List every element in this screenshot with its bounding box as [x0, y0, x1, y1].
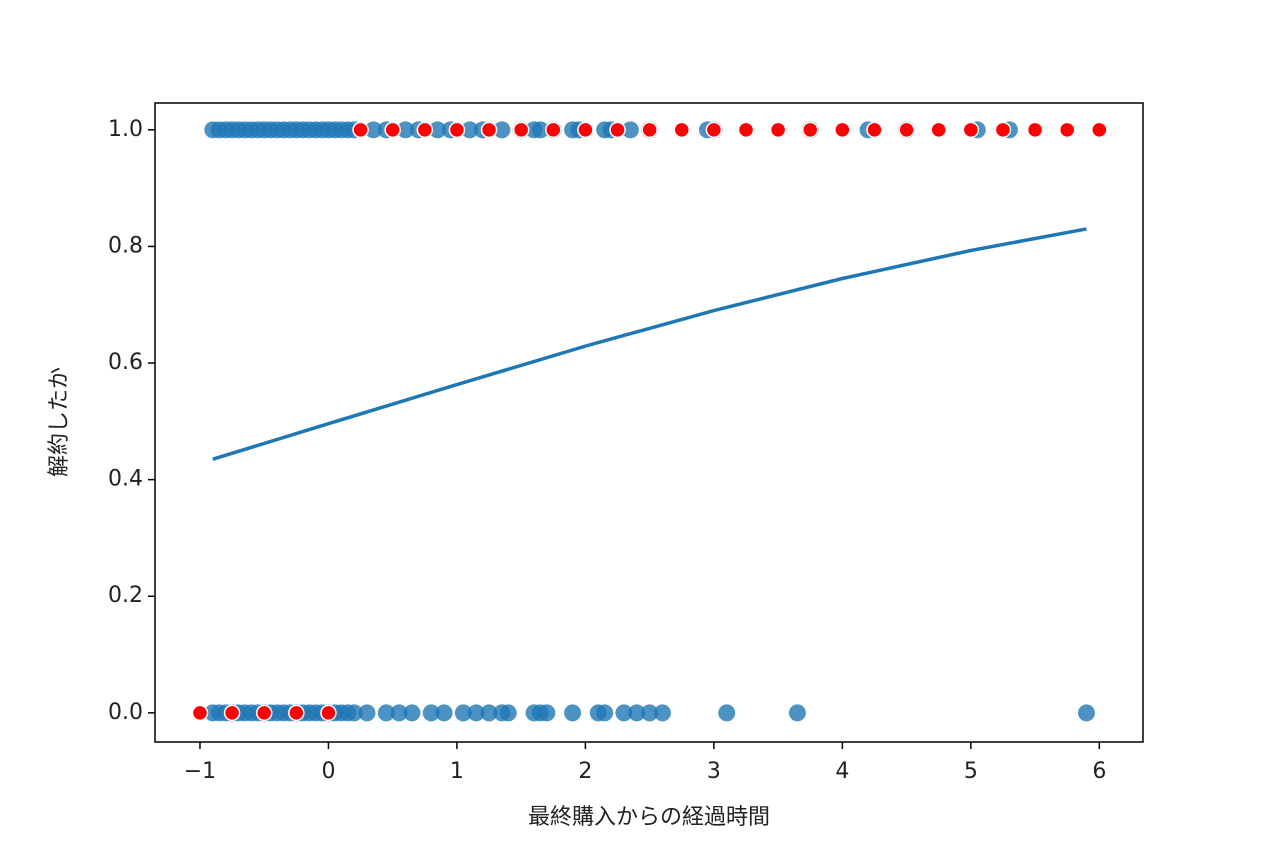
point	[384, 121, 401, 139]
point	[788, 704, 806, 722]
y-tick-label: 0.0	[108, 700, 143, 725]
point	[255, 704, 273, 722]
point	[1077, 704, 1095, 722]
x-tick-label: 0	[321, 759, 335, 784]
point	[345, 704, 363, 722]
point	[493, 121, 511, 139]
point	[390, 704, 408, 722]
point	[435, 704, 453, 722]
point	[673, 121, 691, 139]
point	[448, 121, 466, 139]
point	[801, 121, 819, 139]
x-tick-label: 2	[578, 759, 592, 784]
point	[364, 121, 382, 139]
point	[422, 704, 440, 722]
point	[377, 704, 395, 722]
x-axis-label: 最終購入からの経過時間	[528, 805, 770, 830]
point	[615, 704, 633, 722]
point	[352, 121, 369, 139]
point	[1058, 121, 1076, 139]
point	[718, 704, 736, 722]
point	[641, 121, 658, 139]
point	[538, 704, 556, 722]
point	[962, 121, 980, 139]
x-tick-label: 6	[1092, 759, 1106, 784]
point	[653, 704, 671, 722]
point	[512, 121, 530, 139]
point	[416, 121, 434, 139]
point	[467, 704, 485, 722]
point	[223, 704, 241, 722]
point	[191, 704, 209, 722]
point	[531, 121, 549, 139]
point	[499, 704, 517, 722]
point	[320, 704, 337, 722]
point	[397, 121, 415, 139]
x-tick-label: 1	[450, 759, 464, 784]
point	[609, 121, 626, 139]
fit-line	[212, 227, 1087, 461]
point	[866, 121, 883, 139]
plot-frame	[154, 102, 1144, 743]
x-tick-label: 4	[835, 759, 849, 784]
point	[994, 121, 1012, 139]
x-tick-label: −1	[184, 759, 216, 784]
point	[628, 704, 646, 722]
point	[358, 704, 376, 722]
y-tick-label: 1.0	[108, 117, 143, 142]
point	[930, 121, 947, 139]
y-axis-label: 解約したか	[47, 367, 72, 477]
point	[898, 121, 915, 139]
point	[577, 121, 594, 139]
x-tick-label: 5	[964, 759, 978, 784]
point	[1026, 121, 1044, 139]
point	[461, 121, 479, 139]
point	[403, 704, 421, 722]
y-tick-label: 0.6	[108, 350, 143, 375]
point	[596, 704, 614, 722]
point	[429, 121, 447, 139]
point	[769, 121, 787, 139]
y-tick-label: 0.4	[108, 467, 143, 492]
point	[834, 121, 851, 139]
point	[480, 704, 498, 722]
point	[564, 704, 582, 722]
y-tick-label: 0.8	[108, 233, 143, 258]
point	[621, 121, 639, 139]
point	[1091, 121, 1108, 139]
x-tick-label: 3	[707, 759, 721, 784]
point	[288, 704, 305, 722]
point	[641, 704, 659, 722]
point	[454, 704, 472, 722]
point	[545, 121, 562, 139]
point	[737, 121, 755, 139]
y-tick-label: 0.2	[108, 583, 143, 608]
point	[480, 121, 498, 139]
point	[705, 121, 723, 139]
